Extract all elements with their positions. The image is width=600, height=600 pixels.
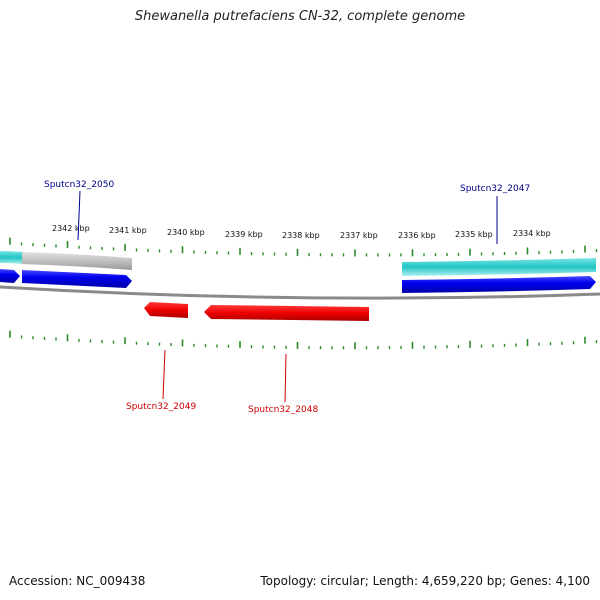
topology-text: Topology: circular; Length: 4,659,220 bp…	[260, 574, 590, 588]
cyan-feature-left[interactable]	[0, 251, 22, 264]
gene-label-sputcn32-2048[interactable]: Sputcn32_2048	[248, 405, 318, 415]
gene-label-sputcn32-2050[interactable]: Sputcn32_2050	[44, 180, 114, 190]
tick-label: 2336 kbp	[398, 231, 436, 240]
gene-label-sputcn32-2049[interactable]: Sputcn32_2049	[126, 402, 196, 412]
leader-line	[162, 349, 166, 400]
tick-label: 2339 kbp	[225, 230, 263, 239]
tick-label: 2337 kbp	[340, 231, 378, 240]
cds-forward-arrow-sputcn32-2050[interactable]	[22, 270, 132, 288]
leader-line	[284, 353, 287, 403]
tick-label: 2341 kbp	[109, 226, 147, 235]
tick-label: 2334 kbp	[513, 229, 551, 238]
grey-feature[interactable]	[22, 252, 132, 270]
cds-reverse-arrow-sputcn32-2048[interactable]	[204, 305, 369, 321]
tick-label: 2335 kbp	[455, 230, 493, 239]
accession-text: Accession: NC_009438	[9, 574, 146, 588]
outer-tick-ruler	[9, 237, 598, 257]
tick-labels: 2342 kbp 2341 kbp 2340 kbp 2339 kbp 2338…	[52, 224, 551, 240]
map-title: Shewanella putrefaciens CN-32, complete …	[134, 9, 466, 24]
cds-reverse-arrow-sputcn32-2049[interactable]	[144, 302, 188, 318]
cds-forward-arrow-sputcn32-2047[interactable]	[402, 276, 596, 293]
cds-forward-arrow[interactable]	[0, 269, 20, 283]
tick-label: 2340 kbp	[167, 228, 205, 237]
inner-tick-ruler	[9, 330, 598, 350]
cyan-feature-right[interactable]	[402, 258, 596, 276]
leader-line	[77, 190, 81, 241]
gene-label-sputcn32-2047[interactable]: Sputcn32_2047	[460, 184, 530, 194]
tick-label: 2342 kbp	[52, 224, 90, 233]
genome-backbone	[0, 285, 600, 300]
tick-label: 2338 kbp	[282, 231, 320, 240]
